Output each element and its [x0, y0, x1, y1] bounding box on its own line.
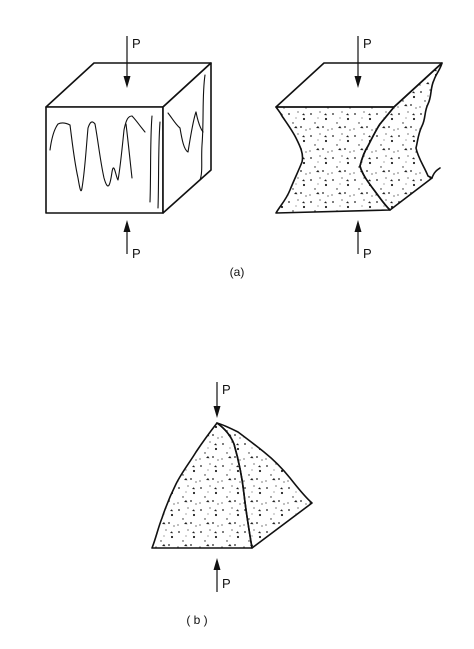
load-label-top-b: P: [222, 382, 231, 397]
hourglass-shear-failure: P P: [275, 36, 443, 261]
caption-a: (a): [230, 265, 245, 279]
load-arrow-top-a1: [123, 36, 131, 88]
pyramid-right-face: [216, 422, 313, 549]
cube-vertical-splitting: P P: [45, 36, 212, 261]
load-label-bottom-a1: P: [132, 246, 141, 261]
load-arrow-top-a2: [354, 36, 362, 88]
load-arrow-bottom-a2: [354, 220, 362, 254]
load-arrow-top-b: [213, 382, 221, 418]
caption-b: ( b ): [186, 613, 207, 627]
load-arrow-bottom-b: [213, 558, 221, 592]
pyramid-cone-failure: P P: [151, 382, 313, 592]
load-label-bottom-a2: P: [363, 246, 372, 261]
load-label-top-a1: P: [132, 36, 141, 51]
load-arrow-bottom-a1: [123, 220, 131, 254]
load-label-top-a2: P: [363, 36, 372, 51]
vertical-cracks: [49, 74, 206, 209]
load-label-bottom-b: P: [222, 576, 231, 591]
cube-side-face: [162, 62, 212, 214]
hourglass-side-face: [359, 62, 443, 211]
